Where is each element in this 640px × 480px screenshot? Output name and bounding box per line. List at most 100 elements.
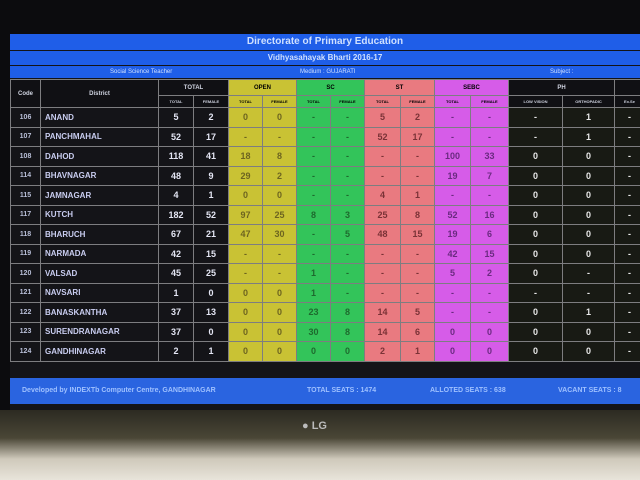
cell-district: BHAVNAGAR	[40, 165, 159, 186]
vacant-seats: VACANT SEATS : 8	[558, 387, 622, 394]
cell-or: 1	[562, 126, 615, 147]
col-open: OPEN	[228, 79, 297, 96]
cell-stf: 2	[400, 107, 435, 128]
total-seats: TOTAL SEATS : 1474	[307, 387, 377, 394]
cell-stf: -	[400, 146, 435, 167]
cell-code: 108	[10, 146, 41, 167]
cell-sef: 15	[470, 243, 509, 264]
table-row: 124 GANDHINAGAR 2 1 0 0 0 0 2 1 0 0 0 0-	[10, 341, 640, 362]
cell-scf: 5	[330, 224, 365, 245]
cell-se: 0	[434, 321, 471, 342]
cell-se: -	[434, 126, 471, 147]
cell-tf: 1	[193, 185, 229, 206]
cell-of: 0	[262, 185, 297, 206]
cell-sc: 8	[296, 204, 331, 225]
cell-district: NARMADA	[40, 243, 159, 264]
cell-o: 29	[228, 165, 263, 186]
cell-of: 0	[262, 321, 297, 342]
cell-t: 52	[158, 126, 194, 147]
cell-st: -	[364, 282, 401, 303]
cell-lv: 0	[508, 224, 563, 245]
cell-ex: -	[614, 341, 640, 362]
cell-lv: 0	[508, 146, 563, 167]
cell-stf: 1	[400, 341, 435, 362]
cell-lv: -	[508, 282, 563, 303]
cell-lv: 0	[508, 302, 563, 323]
cell-se: 19	[434, 224, 471, 245]
cell-district: BHARUCH	[40, 224, 159, 245]
cell-district: VALSAD	[40, 263, 159, 284]
cell-o: 0	[228, 107, 263, 128]
cell-ex: -	[614, 204, 640, 225]
cell-se: 5	[434, 263, 471, 284]
table-row: 115 JAMNAGAR 4 1 0 0- -4 1- -0 0-	[10, 185, 640, 206]
subcol-st-sub-female: FEMALE	[400, 95, 435, 108]
cell-st: 5	[364, 107, 401, 128]
cell-of: 25	[262, 204, 297, 225]
cell-sc: -	[296, 165, 331, 186]
cell-or: -	[562, 282, 615, 303]
cell-scf: 8	[330, 302, 365, 323]
cell-t: 1	[158, 282, 194, 303]
cell-scf: -	[330, 107, 365, 128]
cell-o: -	[228, 126, 263, 147]
cell-st: -	[364, 146, 401, 167]
cell-sef: 0	[470, 341, 509, 362]
medium-label: Medium : GUJARATI	[300, 69, 356, 75]
cell-tf: 41	[193, 146, 229, 167]
cell-sc: -	[296, 126, 331, 147]
cell-ex: -	[614, 126, 640, 147]
cell-lv: 0	[508, 263, 563, 284]
lg-logo: ● LG	[302, 420, 327, 432]
cell-o: 0	[228, 185, 263, 206]
cell-code: 107	[10, 126, 41, 147]
cell-sc: 1	[296, 263, 331, 284]
col-st: ST	[364, 79, 435, 96]
background-floor	[0, 410, 640, 480]
cell-t: 48	[158, 165, 194, 186]
cell-district: KUTCH	[40, 204, 159, 225]
cell-se: 100	[434, 146, 471, 167]
cell-sc: 23	[296, 302, 331, 323]
cell-sc: -	[296, 243, 331, 264]
cell-of: -	[262, 243, 297, 264]
cell-or: 0	[562, 185, 615, 206]
cell-sc: 30	[296, 321, 331, 342]
cell-ex: -	[614, 282, 640, 303]
cell-lv: 0	[508, 243, 563, 264]
cell-o: -	[228, 243, 263, 264]
table-row: 117 KUTCH 182 52 97 25 8 3 25 8 52 16 0 0-	[10, 204, 640, 225]
table-row: 114 BHAVNAGAR 48 9 29 2- - - -19 7 0 0-	[10, 165, 640, 186]
subcol-sub-female: FEMALE	[193, 95, 229, 108]
cell-stf: 8	[400, 204, 435, 225]
cell-or: 1	[562, 302, 615, 323]
cell-se: -	[434, 302, 471, 323]
cell-lv: 0	[508, 185, 563, 206]
col-sc: SC	[296, 79, 365, 96]
cell-lv: 0	[508, 165, 563, 186]
cell-scf: -	[330, 165, 365, 186]
cell-or: 0	[562, 224, 615, 245]
cell-st: -	[364, 263, 401, 284]
table-row: 120 VALSAD 45 25- -1- - -5 2 0- -	[10, 263, 640, 284]
cell-stf: 1	[400, 185, 435, 206]
page-subtitle: Vidhyasahayak Bharti 2016-17	[10, 51, 640, 65]
cell-sef: 16	[470, 204, 509, 225]
cell-ex: -	[614, 263, 640, 284]
alloted-seats: ALLOTED SEATS : 638	[430, 387, 506, 394]
cell-ex: -	[614, 321, 640, 342]
cell-lv: -	[508, 126, 563, 147]
cell-st: 14	[364, 302, 401, 323]
cell-sef: -	[470, 185, 509, 206]
cell-code: 121	[10, 282, 41, 303]
table-row: 118 BHARUCH 67 21 47 30-5 48 15 19 6 0 0-	[10, 224, 640, 245]
cell-o: 97	[228, 204, 263, 225]
cell-sef: 7	[470, 165, 509, 186]
table-row: 123 SURENDRANAGAR 37 0 0 0 30 8 14 6 0 0 0 0-	[10, 321, 640, 342]
table-row: 122 BANASKANTHA 37 13 0 0 23 8 14 5- -0 1-	[10, 302, 640, 323]
cell-code: 117	[10, 204, 41, 225]
cell-o: 18	[228, 146, 263, 167]
subject-label: Subject :	[550, 69, 574, 75]
cell-sef: -	[470, 126, 509, 147]
cell-t: 45	[158, 263, 194, 284]
